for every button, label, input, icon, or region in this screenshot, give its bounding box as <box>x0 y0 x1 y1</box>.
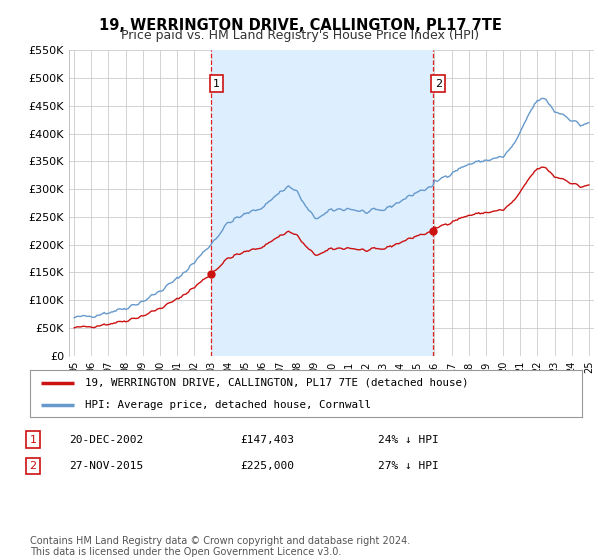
Text: Price paid vs. HM Land Registry's House Price Index (HPI): Price paid vs. HM Land Registry's House … <box>121 29 479 42</box>
Text: 1: 1 <box>29 435 37 445</box>
Text: 2: 2 <box>29 461 37 471</box>
Text: 19, WERRINGTON DRIVE, CALLINGTON, PL17 7TE (detached house): 19, WERRINGTON DRIVE, CALLINGTON, PL17 7… <box>85 378 469 388</box>
Text: 27% ↓ HPI: 27% ↓ HPI <box>378 461 439 471</box>
Text: 1: 1 <box>213 79 220 88</box>
Text: 27-NOV-2015: 27-NOV-2015 <box>69 461 143 471</box>
Text: Contains HM Land Registry data © Crown copyright and database right 2024.
This d: Contains HM Land Registry data © Crown c… <box>30 535 410 557</box>
Text: £147,403: £147,403 <box>240 435 294 445</box>
Text: 19, WERRINGTON DRIVE, CALLINGTON, PL17 7TE: 19, WERRINGTON DRIVE, CALLINGTON, PL17 7… <box>98 18 502 33</box>
Text: 20-DEC-2002: 20-DEC-2002 <box>69 435 143 445</box>
Text: £225,000: £225,000 <box>240 461 294 471</box>
Text: 2: 2 <box>434 79 442 88</box>
Bar <box>211 50 433 356</box>
Text: HPI: Average price, detached house, Cornwall: HPI: Average price, detached house, Corn… <box>85 400 371 410</box>
Text: 24% ↓ HPI: 24% ↓ HPI <box>378 435 439 445</box>
